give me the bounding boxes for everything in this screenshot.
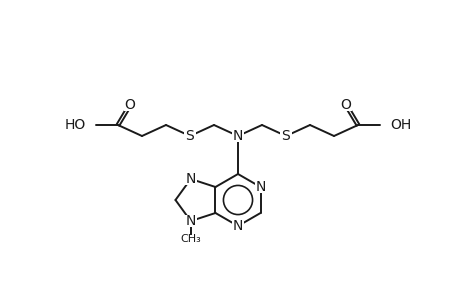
Bar (231, 130, 243, 142)
Bar (231, 220, 243, 232)
Bar (184, 130, 196, 142)
Bar (124, 99, 136, 111)
Bar (185, 215, 196, 227)
Text: S: S (281, 129, 290, 143)
Bar (185, 173, 196, 185)
Text: HO: HO (65, 118, 86, 132)
Text: O: O (340, 98, 351, 112)
Text: S: S (185, 129, 194, 143)
Text: OH: OH (389, 118, 410, 132)
Text: N: N (185, 214, 196, 228)
Bar (182, 235, 198, 247)
Text: N: N (232, 129, 243, 143)
Text: CH₃: CH₃ (180, 234, 201, 244)
Text: N: N (185, 172, 196, 186)
Text: N: N (232, 219, 243, 233)
Bar (280, 130, 291, 142)
Text: O: O (124, 98, 135, 112)
Text: N: N (255, 180, 265, 194)
Bar (254, 181, 266, 193)
Bar (339, 99, 351, 111)
